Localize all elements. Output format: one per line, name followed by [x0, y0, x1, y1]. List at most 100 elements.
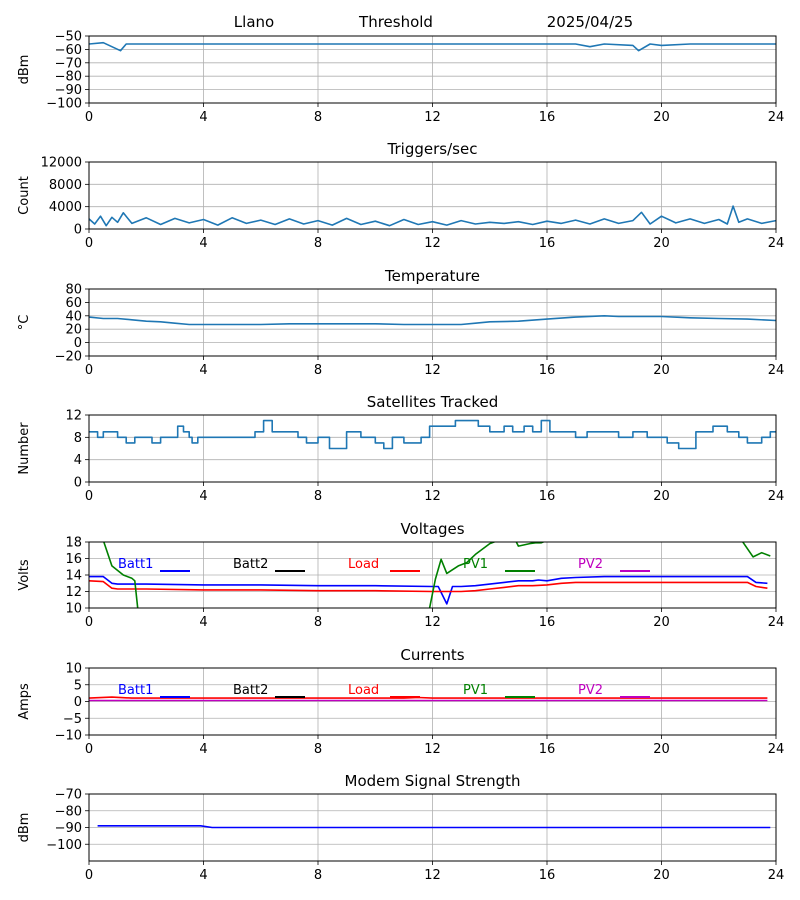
- x-tick-label: 16: [539, 236, 556, 251]
- series-group: [89, 205, 776, 227]
- legend-label: PV1: [463, 557, 488, 572]
- x-tick-label: 20: [653, 868, 670, 883]
- y-tick-label: −90: [55, 83, 82, 98]
- y-tick-label: 8000: [49, 178, 82, 193]
- y-axis-label: dBm: [17, 813, 32, 843]
- series-line-6: [741, 542, 771, 558]
- x-tick-label: 20: [653, 615, 670, 630]
- y-axis-label: Count: [17, 176, 32, 215]
- y-tick-label: −80: [55, 804, 82, 819]
- series-group: [89, 315, 776, 326]
- x-tick-label: 4: [199, 868, 207, 883]
- legend-label: Load: [348, 683, 379, 698]
- x-tick-label: 20: [653, 489, 670, 504]
- y-tick-label: 12: [65, 409, 82, 424]
- x-tick-label: 0: [85, 868, 93, 883]
- x-tick-label: 4: [199, 110, 207, 125]
- chart-title: Voltages: [400, 520, 464, 538]
- x-tick-label: 0: [85, 742, 93, 757]
- plot-frame: [88, 793, 777, 862]
- station-name: Llano: [234, 13, 274, 31]
- series-line-4: [428, 542, 497, 608]
- chart-title: Modem Signal Strength: [345, 772, 521, 790]
- x-tick-label: 4: [199, 363, 207, 378]
- y-axis-label: Amps: [17, 683, 32, 720]
- y-tick-label: 18: [65, 536, 82, 551]
- x-tick-label: 0: [85, 110, 93, 125]
- x-tick-label: 8: [314, 489, 322, 504]
- x-tick-label: 16: [539, 742, 556, 757]
- chart-panel-7: Modem Signal Strength dBm 0 4 8 12 16 20 24 −70−8…: [17, 772, 784, 883]
- y-tick-label: 12: [65, 585, 82, 600]
- y-tick-label: 80: [65, 283, 82, 298]
- x-tick-label: 20: [653, 742, 670, 757]
- legend-label: PV2: [578, 557, 603, 572]
- y-tick-label: 60: [65, 296, 82, 311]
- threshold-label: Threshold: [358, 13, 433, 31]
- chart-panel-1: dBm 0 4 8 12 16 20 24 −50−60−70−80−90−100: [17, 30, 784, 126]
- y-axis-label: °C: [17, 315, 32, 331]
- x-tick-label: 24: [768, 236, 785, 251]
- y-tick-label: −80: [55, 70, 82, 85]
- y-tick-label: 0: [74, 336, 82, 351]
- y-tick-label: −50: [55, 30, 82, 45]
- y-tick-label: 10: [65, 602, 82, 617]
- x-tick-label: 0: [85, 363, 93, 378]
- x-tick-label: 24: [768, 615, 785, 630]
- y-tick-label: 14: [65, 569, 82, 584]
- plot-frame: [88, 288, 777, 357]
- y-tick-label: 5: [74, 678, 82, 693]
- series-line-1: [89, 696, 768, 699]
- legend-label: Load: [348, 557, 379, 572]
- y-tick-label: −100: [46, 838, 82, 853]
- y-axis-label: dBm: [17, 55, 32, 85]
- chart-panel-2: Triggers/sec Count 0 4 8 12 16 20 24 0 4000 8000 120…: [17, 140, 784, 251]
- y-tick-label: 8: [74, 431, 82, 446]
- y-tick-label: 16: [65, 552, 82, 567]
- series-line-5: [515, 542, 546, 547]
- legend-label: Batt2: [233, 683, 268, 698]
- x-tick-label: 8: [314, 363, 322, 378]
- y-tick-label: 12000: [41, 156, 82, 171]
- y-tick-label: 40: [65, 309, 82, 324]
- series-line-1: [89, 315, 776, 326]
- x-tick-label: 4: [199, 615, 207, 630]
- series-line-2: [89, 580, 768, 593]
- legend-label: Batt2: [233, 557, 268, 572]
- y-tick-label: 0: [74, 476, 82, 491]
- y-tick-label: −70: [55, 788, 82, 803]
- x-tick-label: 16: [539, 363, 556, 378]
- plot-frame: [88, 161, 777, 230]
- plot-frame: [88, 541, 777, 609]
- x-tick-label: 4: [199, 236, 207, 251]
- series-line-1: [97, 825, 771, 829]
- series-group: [89, 542, 771, 608]
- x-tick-label: 12: [424, 236, 441, 251]
- x-tick-label: 0: [85, 236, 93, 251]
- plot-frame: [88, 667, 777, 736]
- y-tick-label: 0: [74, 223, 82, 238]
- x-tick-label: 24: [768, 742, 785, 757]
- x-tick-label: 12: [424, 110, 441, 125]
- y-tick-label: −90: [55, 821, 82, 836]
- chart-panel-4: Satellites Tracked Number 0 4 8 12 16 20 24 0 4 8 12: [17, 393, 784, 504]
- x-tick-label: 16: [539, 489, 556, 504]
- x-tick-label: 0: [85, 615, 93, 630]
- y-tick-label: −20: [55, 350, 82, 365]
- y-tick-label: 10: [65, 662, 82, 677]
- chart-title: Temperature: [384, 267, 480, 285]
- plot-frame: [88, 414, 777, 483]
- y-tick-label: −70: [55, 56, 82, 71]
- x-tick-label: 4: [199, 489, 207, 504]
- x-tick-label: 8: [314, 615, 322, 630]
- y-axis-label: Number: [17, 422, 32, 475]
- series-group: [89, 41, 776, 52]
- x-tick-label: 0: [85, 489, 93, 504]
- x-tick-label: 8: [314, 236, 322, 251]
- series-group: [89, 696, 768, 702]
- plot-frame: [88, 35, 777, 104]
- x-tick-label: 12: [424, 615, 441, 630]
